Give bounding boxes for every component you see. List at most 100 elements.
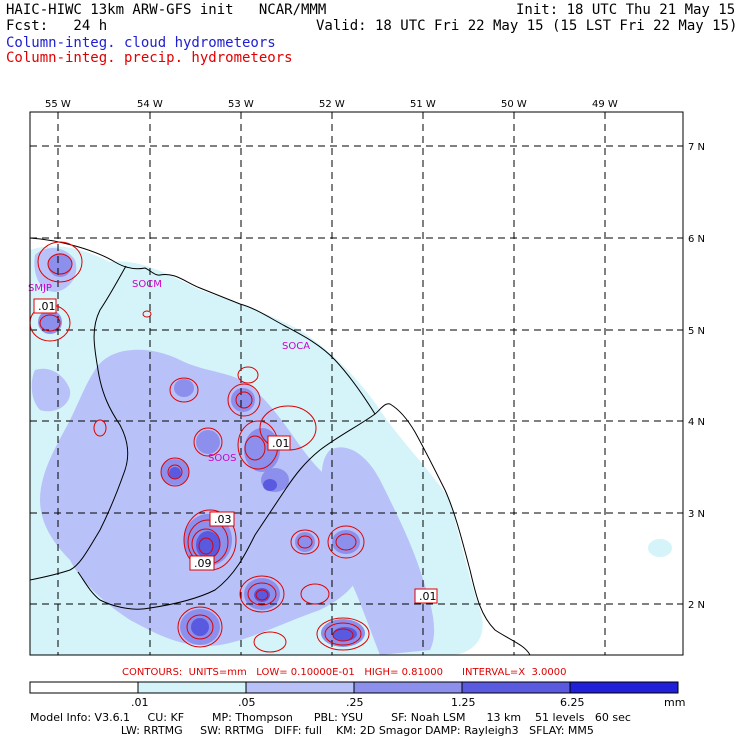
cloud-level4-area	[333, 627, 357, 641]
cloud-level3-area	[295, 532, 315, 552]
precip-contour	[290, 529, 320, 555]
lat-label: 3 N	[688, 509, 705, 520]
lat-label: 2 N	[688, 600, 705, 611]
precip-contour	[316, 617, 370, 651]
coastline	[30, 237, 531, 655]
precip-contour	[177, 606, 223, 648]
contour-label: .01	[272, 437, 290, 450]
colorbar-segment-2	[246, 682, 354, 693]
precip-contour	[93, 419, 107, 437]
lat-label: 7 N	[688, 142, 705, 153]
map-frame	[29, 111, 684, 656]
colorbar-tick-label: .05	[238, 696, 256, 709]
precip-contour	[235, 391, 253, 409]
lon-label: 55 W	[45, 99, 71, 110]
precip-contour	[297, 535, 313, 549]
precip-contour	[244, 435, 266, 461]
precip-contour	[198, 537, 214, 555]
cloud-level1-area	[648, 539, 672, 557]
precip-contour	[160, 457, 190, 487]
contour-label-box	[267, 435, 291, 451]
cloud-level3-area	[48, 253, 72, 277]
station-label-soca: SOCA	[282, 341, 310, 352]
colorbar-segment-white	[30, 682, 138, 693]
colorbar-segment-3	[354, 682, 462, 693]
cloud-level2-area	[40, 349, 362, 646]
lon-label: 54 W	[137, 99, 163, 110]
cloud-field	[30, 246, 672, 655]
colorbar	[29, 681, 679, 694]
precip-contour	[237, 366, 259, 384]
model-info-line1: Model Info: V3.6.1 CU: KF MP: Thompson P…	[30, 711, 631, 724]
precip-contour	[167, 464, 183, 480]
station-label-soos: SOOS	[208, 453, 236, 464]
lat-labels: 7 N 6 N 5 N 4 N 3 N 2 N	[688, 142, 705, 611]
precip-contour	[39, 314, 61, 332]
contour-label-box	[414, 588, 438, 604]
cloud-level4-area	[169, 467, 181, 479]
precip-contour	[300, 583, 330, 605]
cloud-level4-area	[263, 479, 277, 491]
colorbar-segment-1	[138, 682, 246, 693]
colorbar-tick-label: 1.25	[451, 696, 476, 709]
contour-label: .01	[419, 590, 437, 603]
contour-label-box	[209, 511, 235, 527]
lon-labels: 55 W 54 W 53 W 52 W 51 W 50 W 49 W	[45, 99, 618, 110]
precip-contour	[247, 582, 277, 606]
lon-label: 51 W	[410, 99, 436, 110]
colorbar-tick-label: .01	[131, 696, 149, 709]
contour-label: .03	[214, 513, 232, 526]
precip-contour	[169, 377, 199, 403]
colorbar-tick-label: .25	[346, 696, 364, 709]
precip-contour	[227, 383, 261, 417]
lat-label: 6 N	[688, 234, 705, 245]
lon-label: 50 W	[501, 99, 527, 110]
cloud-level3-area	[196, 430, 220, 454]
cloud-level2-area	[321, 447, 435, 655]
forecast-hour: Fcst: 24 h	[6, 18, 108, 34]
colorbar-segment-4	[462, 682, 570, 693]
lon-label: 49 W	[592, 99, 618, 110]
border-french-guiana-brazil	[77, 413, 376, 610]
precip-contours	[30, 241, 370, 653]
contour-label: .01	[38, 300, 56, 313]
valid-time: Valid: 18 UTC Fri 22 May 15 (15 LST Fri …	[316, 18, 738, 34]
border-suriname-french-guiana	[30, 265, 129, 581]
station-label-smjp: SMJP	[28, 283, 52, 294]
lon-label: 52 W	[319, 99, 345, 110]
contour-info: CONTOURS: UNITS=mm LOW= 0.10000E-01 HIGH…	[122, 667, 567, 678]
contour-label: .09	[194, 557, 212, 570]
precip-contour	[142, 310, 152, 318]
init-time: Init: 18 UTC Thu 21 May 15	[516, 2, 736, 18]
precip-contour	[47, 253, 73, 275]
contour-labels: .01 .01 .03 .09 .01	[33, 298, 438, 604]
precip-contour	[239, 575, 285, 613]
plot-title: HAIC-HIWC 13km ARW-GFS init NCAR/MMM	[6, 2, 327, 18]
frame-ticks	[57, 112, 683, 605]
cloud-level2-area	[31, 368, 71, 412]
cloud-level3-area	[174, 379, 194, 397]
legend-cloud-hydrometeors: Column-integ. cloud hydrometeors	[6, 35, 276, 51]
precip-contour	[253, 631, 287, 653]
legend-precip-hydrometeors: Column-integ. precip. hydrometeors	[6, 50, 293, 66]
lon-label: 53 W	[228, 99, 254, 110]
precip-contour	[332, 628, 354, 642]
precip-contour	[324, 622, 362, 646]
colorbar-segment-5	[570, 682, 678, 693]
colorbar-units: mm	[664, 696, 686, 709]
precip-contour	[193, 427, 223, 457]
colorbar-tick-label: 6.25	[560, 696, 585, 709]
lat-label: 4 N	[688, 417, 705, 428]
contour-label-box	[189, 555, 215, 571]
model-info-line2: LW: RRTMG SW: RRTMG DIFF: full KM: 2D Sm…	[30, 724, 594, 737]
station-labels: SMJP SOCM SOCA SOOS	[28, 279, 310, 464]
precip-contour	[335, 533, 357, 551]
station-label-socm: SOCM	[132, 279, 162, 290]
precip-contour	[327, 525, 365, 559]
latlon-grid	[30, 112, 683, 655]
precip-contour	[255, 589, 269, 601]
cloud-level4-area	[191, 618, 209, 636]
precip-contour	[186, 614, 214, 640]
precip-contour	[37, 241, 83, 283]
